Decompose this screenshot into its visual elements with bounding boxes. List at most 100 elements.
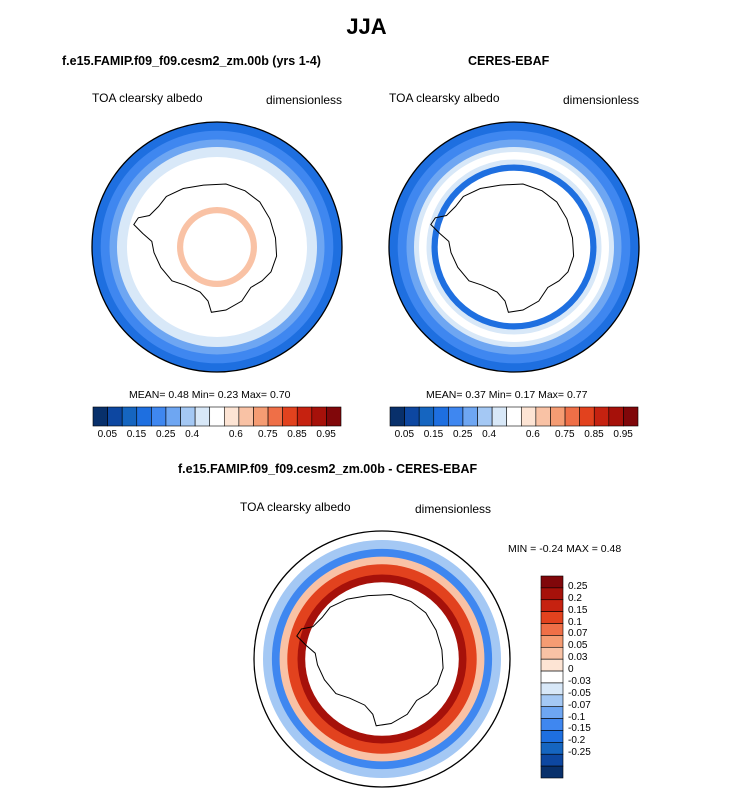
colorbar2-tick-label: 0.95 — [613, 429, 633, 440]
panel3-coastline — [296, 593, 444, 727]
colorbar2-tick-label: 0.75 — [555, 429, 575, 440]
colorbar2-swatch — [608, 406, 624, 427]
colorbar2-swatch — [623, 406, 639, 427]
panel3-contour-ring — [305, 582, 459, 736]
colorbar1-tick-label: 0.6 — [228, 429, 243, 440]
colorbar1-tick-label: 0.05 — [97, 429, 118, 440]
colorbar1-swatch — [151, 406, 167, 427]
colorbar3-swatch — [540, 635, 564, 648]
panel1-min: 0.23 — [217, 389, 239, 401]
colorbar2-swatch — [520, 406, 537, 427]
colorbar2-swatch — [433, 406, 449, 427]
colorbar3-tick-label: -0.05 — [568, 687, 591, 699]
colorbar3-tick-label: -0.2 — [568, 735, 586, 747]
colorbar1-swatch — [165, 406, 181, 427]
panel2-mean: 0.37 — [465, 389, 486, 401]
colorbar3-tick-label: 0.07 — [568, 628, 588, 640]
colorbar2-swatch — [535, 406, 551, 427]
colorbar3-swatch — [540, 587, 564, 601]
figure-title: JJA — [346, 14, 387, 39]
colorbar1-swatch — [121, 406, 138, 427]
panel3-title: f.e15.FAMIP.f09_f09.cesm2_zm.00b - CERES… — [178, 462, 478, 476]
colorbar1-swatch — [282, 406, 298, 427]
colorbar3-swatch — [540, 658, 564, 672]
colorbar1-swatch — [136, 406, 152, 427]
colorbar3-swatch — [540, 742, 564, 755]
colorbar3-swatch — [540, 646, 564, 660]
colorbar2-swatch — [462, 406, 478, 427]
panel1-left-label: TOA clearsky albedo — [92, 91, 203, 105]
panel3-map-border — [253, 530, 511, 788]
colorbar2-swatch — [506, 406, 522, 427]
colorbar3-tick-label: -0.03 — [568, 675, 591, 687]
panel1-coastline — [133, 183, 278, 313]
colorbar2-swatch — [477, 406, 493, 427]
colorbar2-swatch — [550, 406, 566, 427]
colorbar1-tick-label: 0.15 — [126, 429, 147, 440]
colorbar1-swatch — [180, 406, 196, 427]
colorbar1-swatch — [107, 406, 123, 427]
panel1-mean: 0.48 — [168, 389, 189, 401]
colorbar3-tick-label: 0.05 — [568, 640, 588, 652]
panel2-title: CERES-EBAF — [468, 54, 550, 68]
colorbar3-swatch — [540, 765, 564, 779]
panel2-left-label: TOA clearsky albedo — [389, 91, 500, 105]
colorbar3-tick-label: -0.15 — [568, 723, 591, 735]
colorbar2-swatch — [564, 406, 580, 427]
panel2-min: 0.17 — [514, 389, 536, 401]
colorbar3-tick-label: 0.03 — [568, 652, 588, 664]
colorbar1-tick-label: 0.4 — [185, 429, 200, 440]
colorbar3-swatch — [540, 682, 564, 696]
colorbar3-tick-label: -0.25 — [568, 747, 591, 759]
colorbar1-swatch — [253, 406, 269, 427]
colorbar3-tick-label: -0.07 — [568, 699, 591, 711]
colorbar1-swatch — [92, 406, 108, 427]
colorbar2-swatch — [418, 406, 435, 427]
colorbar2-swatch — [448, 406, 464, 427]
panel1-right-label: dimensionless — [266, 93, 343, 107]
panel2-max: 0.77 — [566, 389, 588, 401]
colorbar1-tick-label: 0.75 — [258, 429, 278, 440]
colorbar3-swatch — [540, 706, 564, 719]
colorbar3-swatch — [540, 670, 564, 684]
colorbar2-tick-label: 0.4 — [482, 429, 497, 440]
panel1-map-border — [91, 121, 343, 373]
colorbar1-swatch — [238, 406, 254, 427]
colorbar3-tick-label: -0.1 — [568, 711, 586, 723]
colorbar2-tick-label: 0.15 — [423, 429, 444, 440]
colorbar1-swatch — [223, 406, 240, 427]
colorbar2-swatch — [491, 406, 508, 427]
panel1-title: f.e15.FAMIP.f09_f09.cesm2_zm.00b (yrs 1-… — [62, 54, 321, 68]
colorbar3-swatch — [540, 623, 564, 636]
panel1-contour-ring — [183, 213, 251, 281]
colorbar2-tick-label: 0.6 — [525, 429, 540, 440]
colorbar3-tick-label: 0.25 — [568, 580, 588, 592]
panel2-right-label: dimensionless — [563, 93, 640, 107]
colorbar3-swatch — [540, 718, 564, 731]
colorbar3-tick-label: 0.15 — [568, 604, 588, 616]
panel2-stats: MEAN= 0.37 Min= 0.17 Max= 0.77 — [426, 389, 588, 401]
panel3-right-label: dimensionless — [415, 502, 492, 516]
colorbar3-tick-label: 0.1 — [568, 616, 582, 628]
colorbar1-tick-label: 0.95 — [316, 429, 336, 440]
colorbar3-tick-label: 0 — [568, 664, 574, 676]
colorbar1-tick-label: 0.85 — [287, 429, 307, 440]
colorbar2-tick-label: 0.05 — [394, 429, 415, 440]
colorbar1-swatch — [326, 406, 342, 427]
colorbar2-swatch — [579, 406, 595, 427]
panel1-max: 0.70 — [269, 389, 291, 401]
panel2-contour-ring — [437, 170, 591, 324]
panel3-stats: MIN = -0.24 MAX = 0.48 — [508, 543, 622, 555]
colorbar1-swatch — [311, 406, 327, 427]
colorbar3-tick-label: 0.2 — [568, 592, 582, 604]
colorbar1-tick-label: 0.25 — [155, 429, 176, 440]
colorbar3-swatch — [540, 611, 564, 624]
colorbar3-swatch — [540, 575, 564, 589]
colorbar2-tick-label: 0.85 — [584, 429, 604, 440]
colorbar3-swatch — [540, 694, 564, 708]
panel2-map-border — [388, 121, 640, 373]
colorbar2-swatch — [593, 406, 610, 427]
colorbar2-tick-label: 0.25 — [452, 429, 473, 440]
colorbar1-swatch — [267, 406, 283, 427]
